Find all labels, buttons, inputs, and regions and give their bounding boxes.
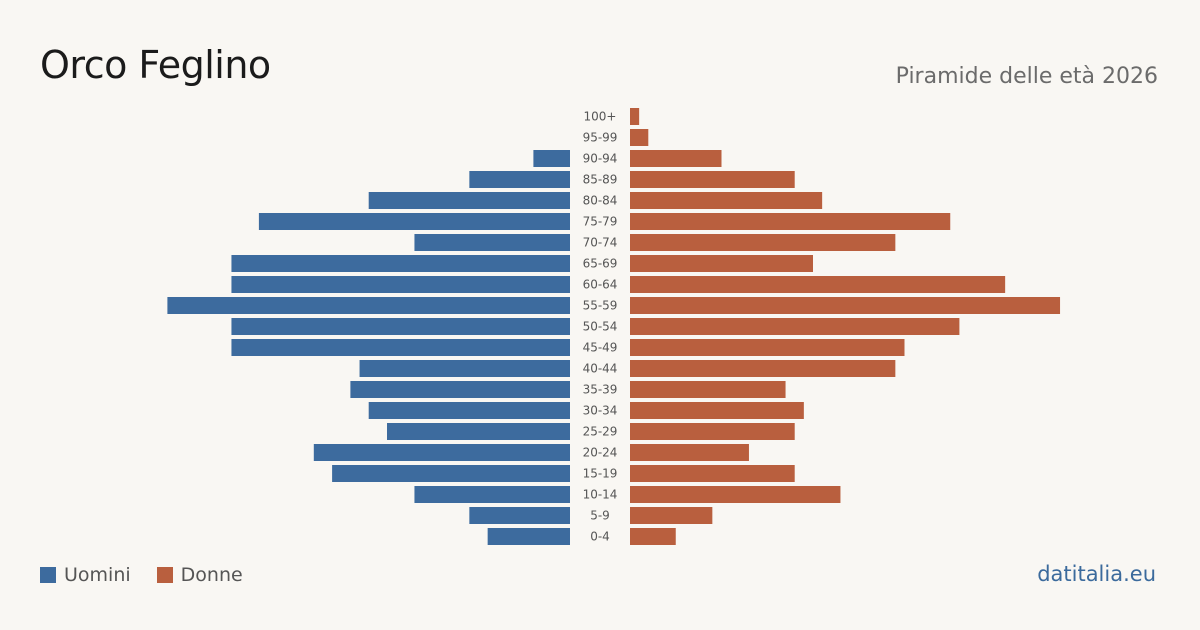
bar-women-50-54 [630,318,960,335]
bar-women-90-94 [630,150,722,167]
bar-women-75-79 [630,213,951,230]
legend-swatch-women [156,567,173,583]
age-label-15-19: 15-19 [583,467,618,481]
bar-women-80-84 [630,192,823,209]
age-label-5-9: 5-9 [590,509,610,523]
bar-women-10-14 [630,486,841,503]
age-label-95-99: 95-99 [583,131,618,145]
age-label-75-79: 75-79 [583,215,618,229]
age-label-80-84: 80-84 [583,194,618,208]
bar-women-85-89 [630,171,795,188]
bar-women-95-99 [630,129,649,146]
bar-women-35-39 [630,381,786,398]
age-label-60-64: 60-64 [583,278,618,292]
bar-women-30-34 [630,402,804,419]
bar-women-5-9 [630,507,713,524]
age-label-10-14: 10-14 [583,488,618,502]
age-label-20-24: 20-24 [583,446,618,460]
age-label-85-89: 85-89 [583,173,618,187]
bar-women-65-69 [630,255,813,272]
bar-men-40-44 [359,360,570,377]
age-label-25-29: 25-29 [583,425,618,439]
age-label-65-69: 65-69 [583,257,618,271]
bar-women-20-24 [630,444,749,461]
bar-women-100+ [630,108,640,125]
bar-men-70-74 [414,234,570,251]
bar-men-15-19 [332,465,570,482]
chart-subtitle: Piramide delle età 2026 [895,64,1158,89]
bar-men-0-4 [487,528,570,545]
chart-legend: Uomini Donne [40,564,269,586]
legend-label-women: Donne [180,564,243,586]
age-label-45-49: 45-49 [583,341,618,355]
bar-men-50-54 [231,318,570,335]
age-label-40-44: 40-44 [583,362,618,376]
bar-men-45-49 [231,339,570,356]
bar-women-40-44 [630,360,896,377]
bar-men-55-59 [167,297,570,314]
age-label-100+: 100+ [584,110,617,124]
bar-men-60-64 [231,276,570,293]
brand-link[interactable]: datitalia.eu [1037,562,1156,586]
age-label-50-54: 50-54 [583,320,618,334]
bar-men-65-69 [231,255,570,272]
bar-men-80-84 [368,192,570,209]
age-label-30-34: 30-34 [583,404,618,418]
bar-men-85-89 [469,171,570,188]
legend-swatch-men [40,567,56,583]
bar-women-45-49 [630,339,905,356]
bar-men-35-39 [350,381,570,398]
bar-women-25-29 [630,423,795,440]
page-title: Orco Feglino [40,43,271,87]
legend-label-men: Uomini [64,564,131,586]
age-label-90-94: 90-94 [583,152,618,166]
bar-men-10-14 [414,486,570,503]
bar-men-30-34 [368,402,570,419]
bar-women-60-64 [630,276,1006,293]
age-label-55-59: 55-59 [583,299,618,313]
legend-item-men: Uomini [40,564,131,586]
bar-men-75-79 [258,213,570,230]
legend-item-women: Donne [156,564,243,586]
age-label-70-74: 70-74 [583,236,618,250]
bar-women-0-4 [630,528,676,545]
bar-women-55-59 [630,297,1061,314]
bar-women-70-74 [630,234,896,251]
age-label-0-4: 0-4 [590,530,610,544]
bar-men-20-24 [313,444,570,461]
bar-men-25-29 [387,423,570,440]
age-label-35-39: 35-39 [583,383,618,397]
bar-men-5-9 [469,507,570,524]
bar-men-90-94 [533,150,570,167]
bar-women-15-19 [630,465,795,482]
